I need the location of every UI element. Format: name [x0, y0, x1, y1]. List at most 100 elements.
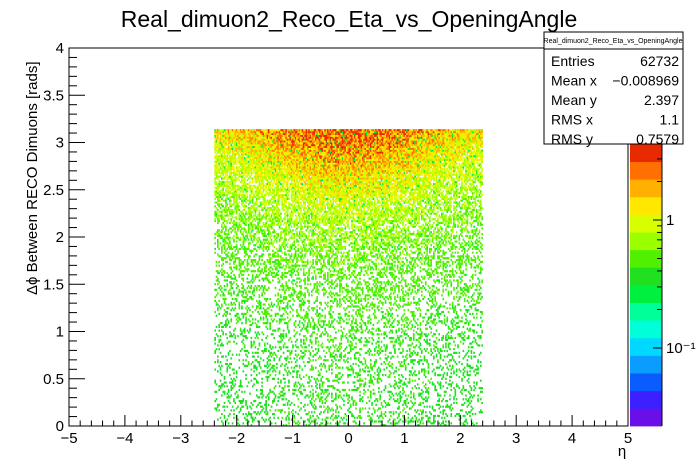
- heatmap-cell: [394, 340, 396, 343]
- heatmap-cell: [348, 259, 351, 262]
- heatmap-cell: [384, 260, 387, 264]
- heatmap-cell: [230, 253, 233, 256]
- heatmap-cell: [382, 301, 384, 304]
- heatmap-cell: [379, 370, 381, 373]
- heatmap-cell: [438, 407, 441, 410]
- heatmap-cell: [394, 255, 396, 258]
- heatmap-cell: [343, 286, 345, 289]
- heatmap-cell: [235, 353, 238, 356]
- heatmap-cell: [357, 379, 360, 382]
- heatmap-cell: [333, 398, 336, 401]
- heatmap-cell: [340, 351, 343, 354]
- heatmap-cell: [446, 338, 449, 341]
- heatmap-cell: [347, 394, 349, 397]
- heatmap-cell: [241, 286, 243, 289]
- heatmap-cell: [404, 333, 407, 336]
- heatmap-cell: [357, 329, 360, 332]
- heatmap-cell: [446, 403, 449, 406]
- heatmap-cell: [395, 422, 398, 425]
- heatmap-cell: [243, 344, 246, 347]
- heatmap-cell: [251, 260, 254, 264]
- heatmap-cell: [227, 400, 230, 403]
- heatmap-cell: [296, 309, 298, 312]
- heatmap-cell: [359, 338, 361, 341]
- heatmap-cell: [223, 375, 226, 379]
- heatmap-cell: [318, 260, 321, 264]
- heatmap-cell: [403, 262, 406, 265]
- heatmap-cell: [390, 286, 392, 289]
- heatmap-cell: [241, 260, 243, 264]
- heatmap-cell: [306, 288, 309, 291]
- heatmap-cell: [349, 290, 352, 293]
- heatmap-cell: [433, 253, 435, 256]
- heatmap-cell: [367, 320, 369, 323]
- heatmap-cell: [365, 344, 368, 347]
- heatmap-cell: [347, 253, 349, 256]
- heatmap-cell: [269, 351, 271, 354]
- heatmap-cell: [308, 292, 310, 295]
- heatmap-cell: [265, 314, 267, 317]
- heatmap-cell: [477, 368, 479, 371]
- heatmap-cell: [378, 407, 380, 410]
- heatmap-cell: [217, 303, 219, 306]
- heatmap-cell: [386, 275, 388, 278]
- heatmap-cell: [418, 418, 420, 421]
- heatmap-cell: [427, 259, 430, 262]
- heatmap-cell: [442, 262, 445, 265]
- heatmap-cell: [459, 296, 462, 299]
- heatmap-cell: [371, 260, 373, 264]
- heatmap-cell: [332, 262, 335, 265]
- heatmap-cell: [242, 270, 245, 273]
- heatmap-cell: [361, 290, 364, 293]
- heatmap-cell: [336, 388, 339, 392]
- heatmap-cell: [368, 381, 371, 384]
- heatmap-cell: [400, 331, 403, 334]
- heatmap-cell: [360, 361, 363, 364]
- heatmap-cell: [429, 299, 431, 302]
- heatmap-cell: [390, 329, 392, 332]
- heatmap-cell: [364, 257, 367, 260]
- heatmap-cell: [219, 255, 222, 258]
- heatmap-cell: [445, 420, 447, 423]
- heatmap-cell: [300, 340, 302, 343]
- heatmap-cell: [451, 270, 454, 273]
- heatmap-cell: [394, 286, 396, 289]
- heatmap-cell: [231, 303, 234, 306]
- heatmap-cell: [438, 403, 441, 406]
- heatmap-cell: [313, 331, 316, 334]
- heatmap-cell: [410, 370, 412, 373]
- heatmap-cell: [442, 335, 445, 338]
- heatmap-cell: [388, 394, 391, 397]
- heatmap-cell: [371, 303, 373, 306]
- heatmap-cell: [399, 268, 402, 271]
- heatmap-cell: [231, 368, 234, 371]
- heatmap-cell: [321, 257, 324, 260]
- heatmap-cell: [402, 349, 404, 353]
- heatmap-cell: [308, 299, 310, 302]
- heatmap-cell: [284, 357, 286, 360]
- heatmap-cell: [305, 349, 308, 353]
- heatmap-cell: [380, 301, 383, 304]
- heatmap-cell: [455, 292, 458, 295]
- heatmap-cell: [300, 309, 302, 312]
- heatmap-cell: [300, 344, 302, 347]
- heatmap-cell: [434, 414, 436, 418]
- heatmap-cell: [406, 349, 408, 353]
- heatmap-cell: [390, 301, 392, 304]
- heatmap-cell: [481, 310, 483, 314]
- heatmap-cell: [424, 390, 427, 393]
- heatmap-cell: [241, 307, 243, 310]
- heatmap-cell: [420, 262, 423, 265]
- heatmap-cell: [320, 405, 322, 408]
- heatmap-cell: [340, 353, 343, 356]
- heatmap-cell: [402, 387, 404, 390]
- heatmap-cell: [243, 331, 246, 334]
- heatmap-cell: [339, 260, 341, 264]
- heatmap-cell: [418, 394, 420, 397]
- heatmap-cell: [467, 290, 470, 293]
- heatmap-cell: [380, 275, 383, 278]
- heatmap-cell: [433, 273, 435, 277]
- heatmap-cell: [336, 283, 339, 286]
- heatmap-cell: [223, 414, 226, 418]
- heatmap-cell: [263, 266, 266, 269]
